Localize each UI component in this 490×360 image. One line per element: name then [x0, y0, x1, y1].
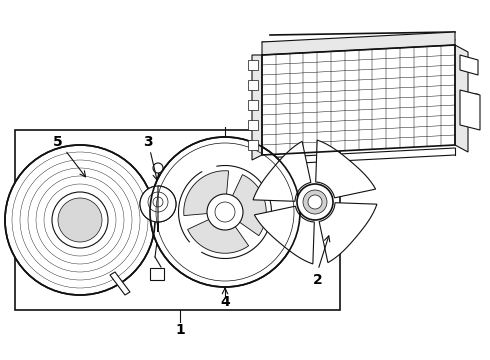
- Polygon shape: [248, 140, 258, 150]
- Polygon shape: [248, 100, 258, 110]
- FancyBboxPatch shape: [150, 268, 164, 280]
- Circle shape: [52, 192, 108, 248]
- Polygon shape: [262, 45, 455, 155]
- Circle shape: [140, 186, 176, 222]
- Text: 1: 1: [175, 323, 185, 337]
- Text: 2: 2: [313, 273, 323, 287]
- Polygon shape: [184, 171, 229, 216]
- Polygon shape: [110, 272, 130, 295]
- Polygon shape: [460, 90, 480, 130]
- Circle shape: [5, 145, 155, 295]
- Polygon shape: [455, 45, 468, 152]
- Circle shape: [153, 163, 163, 173]
- Polygon shape: [158, 186, 176, 232]
- Text: 4: 4: [220, 295, 230, 309]
- Circle shape: [297, 184, 333, 220]
- Polygon shape: [254, 206, 314, 264]
- Polygon shape: [188, 218, 248, 253]
- Polygon shape: [252, 55, 262, 160]
- Polygon shape: [316, 140, 376, 198]
- Text: 5: 5: [53, 135, 63, 149]
- Polygon shape: [253, 141, 311, 201]
- Circle shape: [58, 198, 102, 242]
- Circle shape: [150, 137, 300, 287]
- Polygon shape: [248, 60, 258, 70]
- Polygon shape: [460, 55, 478, 75]
- Polygon shape: [248, 80, 258, 90]
- Polygon shape: [262, 32, 455, 55]
- Circle shape: [207, 194, 243, 230]
- Text: 3: 3: [143, 135, 153, 149]
- Circle shape: [303, 190, 327, 214]
- Polygon shape: [231, 175, 266, 236]
- Polygon shape: [140, 186, 176, 234]
- Polygon shape: [319, 203, 377, 263]
- Circle shape: [308, 195, 322, 209]
- Polygon shape: [248, 120, 258, 130]
